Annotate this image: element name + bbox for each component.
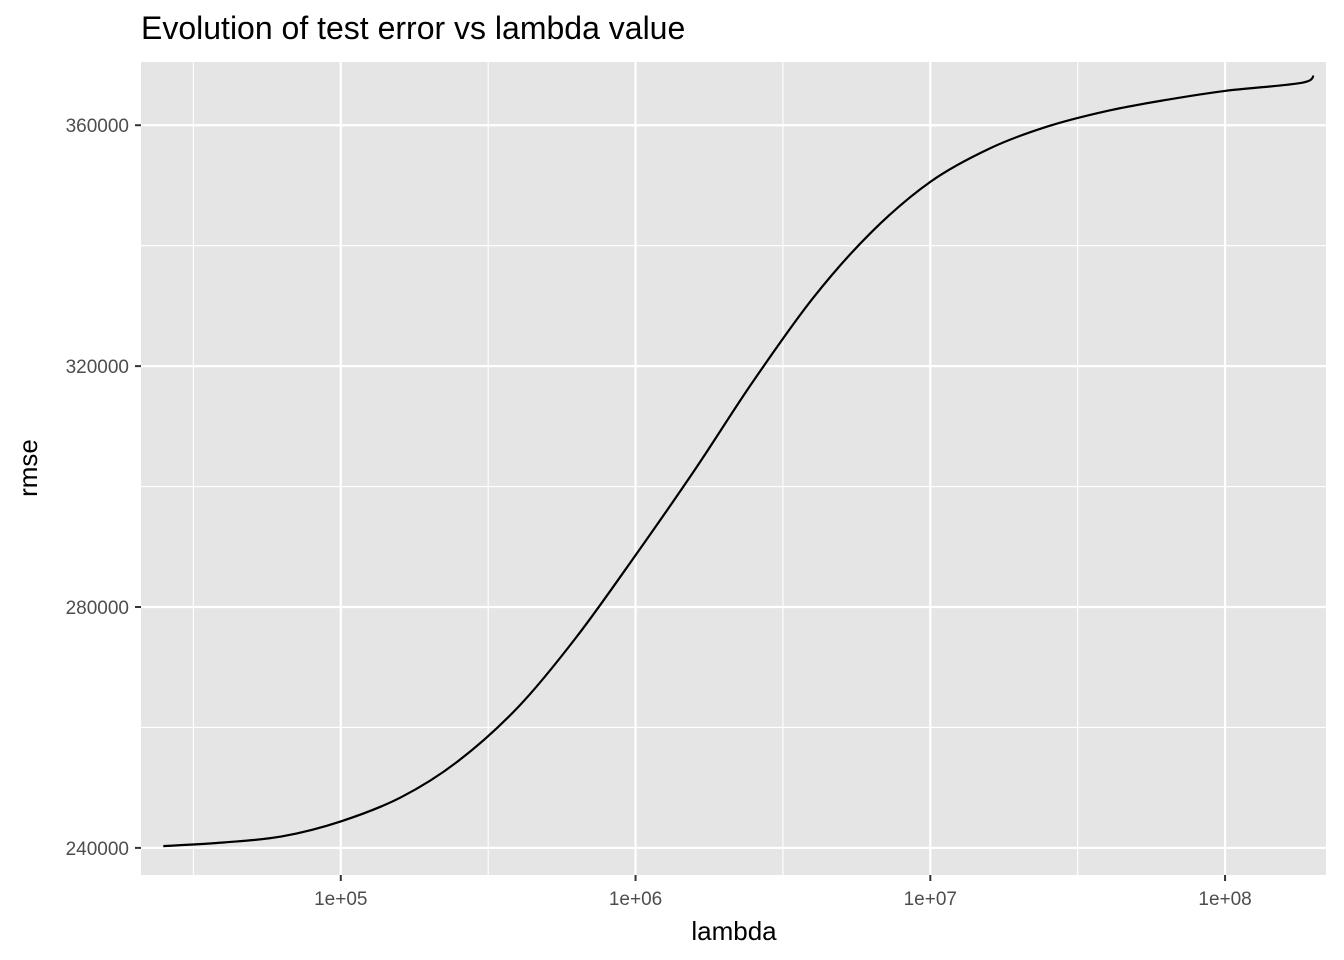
x-axis: 1e+05 1e+06 1e+07 1e+08 [314, 875, 1252, 910]
chart-title: Evolution of test error vs lambda value [141, 10, 685, 46]
x-tick-label: 1e+05 [314, 889, 367, 910]
major-grid [141, 62, 1326, 875]
plot-panel [141, 62, 1326, 875]
y-tick-label: 240000 [66, 839, 129, 860]
x-axis-title: lambda [691, 916, 777, 946]
x-tick-label: 1e+08 [1198, 889, 1251, 910]
y-tick-label: 360000 [66, 116, 129, 137]
x-tick-label: 1e+06 [609, 889, 662, 910]
series-line [163, 74, 1315, 848]
y-axis-title: rmse [13, 439, 43, 497]
y-tick-label: 320000 [66, 357, 129, 378]
x-tick-label: 1e+07 [904, 889, 957, 910]
y-axis: 240000 280000 320000 360000 [66, 116, 141, 860]
y-tick-label: 280000 [66, 598, 129, 619]
minor-grid [141, 62, 1326, 875]
